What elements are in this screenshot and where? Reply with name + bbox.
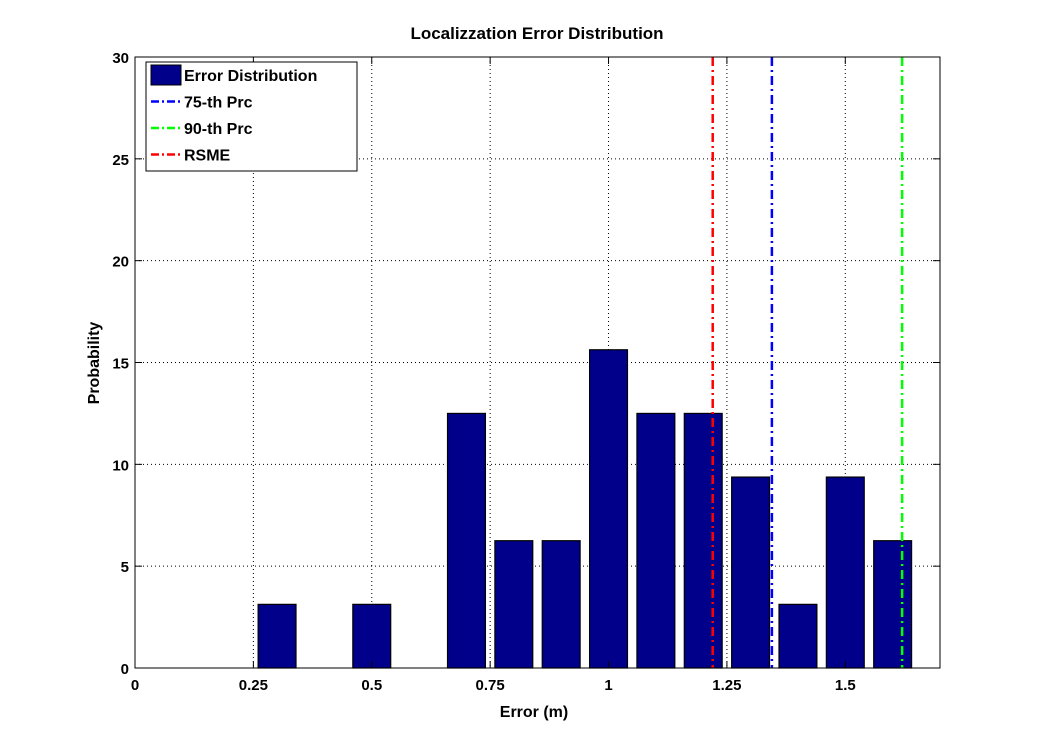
histogram-bar <box>494 540 534 669</box>
histogram-bar <box>636 412 676 669</box>
axes <box>134 56 941 669</box>
histogram-bar <box>352 603 392 669</box>
x-tick-label: 0.5 <box>361 677 382 694</box>
y-tick-label: 10 <box>112 457 129 474</box>
x-tick-label: 0.75 <box>476 677 505 694</box>
x-tick-label: 1.25 <box>712 677 741 694</box>
histogram-bar <box>873 540 913 669</box>
legend: Error Distribution 75-th Prc 90-th Prc RSME <box>145 61 358 172</box>
histogram-bar <box>541 540 581 669</box>
y-tick-label: 0 <box>121 661 129 678</box>
legend-label: 90-th Prc <box>184 121 253 138</box>
histogram-bar <box>683 412 723 669</box>
y-tick-label: 15 <box>112 356 129 373</box>
histogram-bar <box>257 603 297 669</box>
y-axis-label: Probability <box>86 322 103 405</box>
histogram-bar <box>446 412 487 669</box>
x-tick-label: 1.5 <box>835 677 856 694</box>
y-tick-label: 30 <box>112 50 129 67</box>
legend-label: Error Distribution <box>184 68 317 85</box>
x-axis-label: Error (m) <box>500 704 568 721</box>
legend-label: 75-th Prc <box>184 95 253 112</box>
x-tick-label: 0.25 <box>239 677 268 694</box>
legend-swatch <box>150 64 182 86</box>
bars <box>257 349 913 669</box>
x-tick-label: 0 <box>131 677 139 694</box>
histogram-bar <box>778 603 818 669</box>
x-tick-label: 1 <box>604 677 612 694</box>
y-tick-label: 5 <box>121 559 129 576</box>
y-tick-label: 25 <box>112 152 129 169</box>
histogram-bar <box>588 349 629 669</box>
histogram-bar <box>825 476 865 669</box>
histogram-bar <box>731 476 771 669</box>
legend-label: RSME <box>184 148 231 165</box>
chart-title: Localizzation Error Distribution <box>410 24 663 43</box>
reference-lines <box>711 57 904 668</box>
tick-labels: 0 0.25 0.5 0.75 1 1.25 1.5 0 5 10 15 20 25 30 <box>112 50 855 694</box>
y-tick-label: 20 <box>112 254 129 271</box>
